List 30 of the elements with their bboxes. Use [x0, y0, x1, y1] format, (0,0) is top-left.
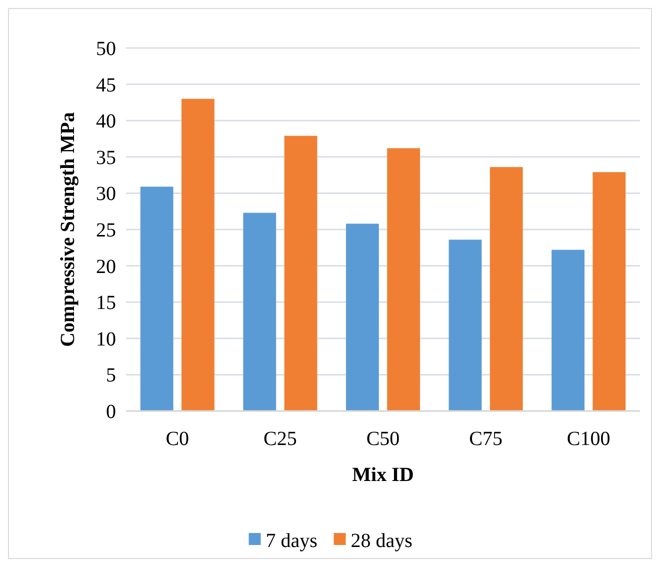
- y-tick-label: 50: [96, 38, 116, 60]
- y-tick-label: 40: [96, 110, 116, 133]
- bar: [284, 136, 318, 411]
- x-tick-label: C50: [366, 428, 400, 450]
- bar: [140, 186, 174, 411]
- legend-label: 7 days: [266, 530, 318, 552]
- y-tick-label: 45: [96, 74, 116, 96]
- bar: [346, 224, 379, 411]
- bar: [490, 167, 523, 411]
- y-tick-label: 25: [96, 220, 116, 242]
- y-tick-label: 20: [96, 256, 116, 278]
- bar: [182, 98, 214, 411]
- x-tick-label: C0: [166, 428, 190, 450]
- bar: [448, 240, 482, 411]
- x-tick-label: C25: [264, 428, 297, 450]
- y-tick-label: 15: [96, 292, 116, 314]
- bar: [243, 212, 276, 411]
- bar: [387, 148, 420, 411]
- x-axis-title: Mix ID: [352, 464, 414, 486]
- y-tick-label: 0: [106, 401, 116, 423]
- y-tick-label: 35: [96, 146, 116, 169]
- y-tick-label: 30: [96, 183, 116, 206]
- y-tick-label: 10: [96, 328, 116, 350]
- y-axis-title: Compressive Strength MPa: [57, 112, 79, 347]
- bar: [592, 172, 626, 411]
- bar: [552, 250, 584, 411]
- x-tick-label: C75: [469, 428, 502, 450]
- y-tick-label: 5: [106, 364, 116, 387]
- legend-label: 28 days: [350, 530, 413, 552]
- x-tick-label: C100: [566, 428, 610, 450]
